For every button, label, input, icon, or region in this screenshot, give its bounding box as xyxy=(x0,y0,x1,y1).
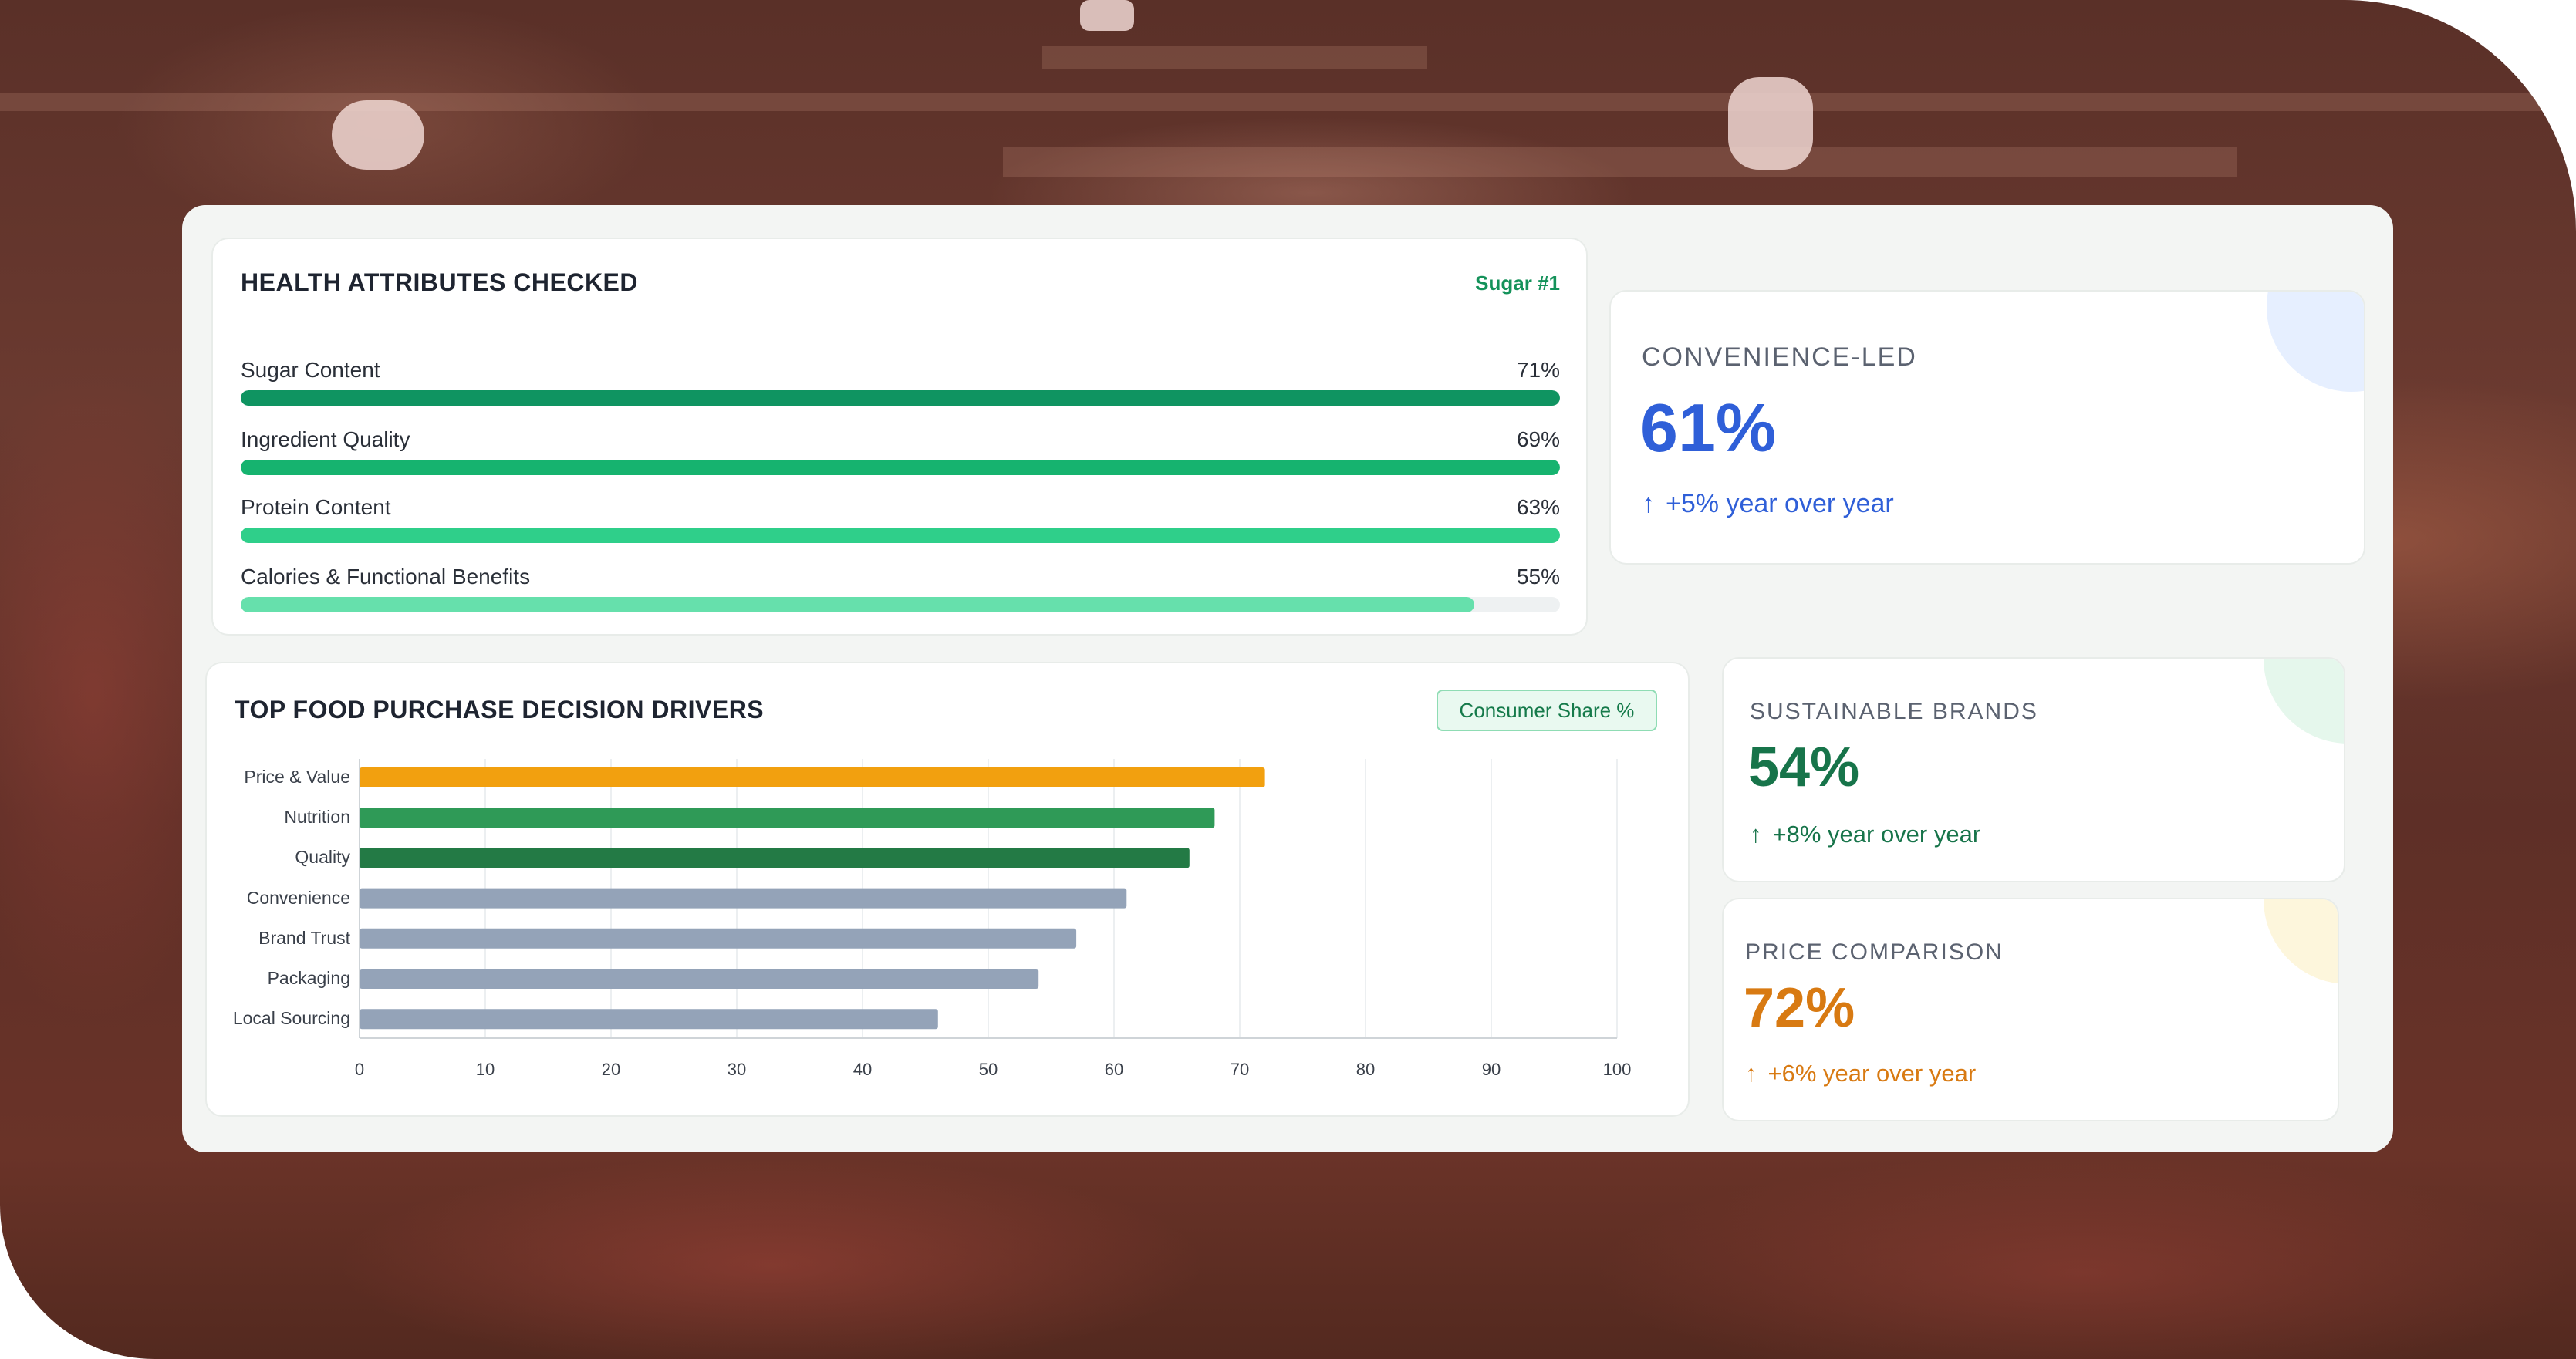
x-tick-label: 10 xyxy=(475,1060,495,1079)
health-attribute-value: 69% xyxy=(1516,427,1560,451)
health-attribute-bar-track xyxy=(241,597,1560,612)
category-label: Price & Value xyxy=(244,767,350,787)
health-attributes-title: HEALTH ATTRIBUTES CHECKED xyxy=(241,268,638,296)
health-attribute-label: Ingredient Quality xyxy=(241,427,410,451)
bar xyxy=(360,888,1127,909)
category-label: Nutrition xyxy=(284,807,350,828)
health-attribute-bar-fill xyxy=(241,390,1560,406)
x-tick-label: 80 xyxy=(1356,1060,1376,1079)
stat-change: ↑ +6% year over year xyxy=(1745,1060,1977,1087)
health-attribute-label: Sugar Content xyxy=(241,358,380,382)
health-attribute-bar-fill xyxy=(241,528,1560,543)
bar xyxy=(360,767,1265,787)
decorative-blob xyxy=(2264,899,2338,984)
health-attributes-card: HEALTH ATTRIBUTES CHECKED Sugar #1 Sugar… xyxy=(211,238,1588,636)
health-attribute-bar-fill xyxy=(241,597,1474,612)
x-tick-label: 50 xyxy=(978,1060,998,1079)
decorative-blob xyxy=(2264,659,2344,744)
bar xyxy=(360,969,1039,989)
bar xyxy=(360,928,1077,949)
sustainable-stat-card: SUSTAINABLE BRANDS 54% ↑ +8% year over ye… xyxy=(1722,657,2345,882)
stat-change: ↑ +5% year over year xyxy=(1642,489,1894,518)
bar xyxy=(360,1009,938,1030)
health-attribute-value: 55% xyxy=(1516,565,1560,588)
up-arrow-icon: ↑ xyxy=(1750,821,1762,848)
health-attribute-bar-track xyxy=(241,528,1560,543)
decorative-blob xyxy=(2267,292,2364,392)
x-tick-label: 60 xyxy=(1104,1060,1124,1079)
x-tick-label: 40 xyxy=(852,1060,873,1079)
stat-label: CONVENIENCE-LED xyxy=(1642,342,1917,372)
x-tick-label: 100 xyxy=(1602,1060,1632,1079)
price-comparison-stat-card: PRICE COMPARISON 72% ↑ +6% year over year xyxy=(1722,898,2339,1121)
chart-title: TOP FOOD PURCHASE DECISION DRIVERS xyxy=(235,696,765,723)
convenience-stat-card: CONVENIENCE-LED 61% ↑ +5% year over year xyxy=(1609,290,2365,565)
category-label: Brand Trust xyxy=(258,927,350,948)
category-label: Quality xyxy=(295,847,350,868)
x-tick-label: 20 xyxy=(601,1060,621,1079)
x-tick-label: 0 xyxy=(354,1060,365,1079)
x-tick-label: 70 xyxy=(1230,1060,1250,1079)
category-label: Local Sourcing xyxy=(232,1008,350,1029)
health-attribute-value: 71% xyxy=(1516,358,1560,382)
purchase-drivers-chart xyxy=(359,759,1618,1039)
stat-label: PRICE COMPARISON xyxy=(1745,939,2004,965)
health-attribute-value: 63% xyxy=(1516,495,1560,519)
category-label: Convenience xyxy=(246,887,350,908)
up-arrow-icon: ↑ xyxy=(1642,489,1655,518)
top-attribute-tag: Sugar #1 xyxy=(1475,271,1560,295)
health-attribute-bar-track xyxy=(241,390,1560,406)
bar xyxy=(360,808,1215,828)
bar xyxy=(360,848,1190,868)
category-label: Packaging xyxy=(267,968,350,988)
stat-value: 54% xyxy=(1748,737,1860,798)
stat-change: ↑ +8% year over year xyxy=(1750,821,1981,848)
up-arrow-icon: ↑ xyxy=(1745,1060,1757,1087)
x-tick-label: 30 xyxy=(727,1060,747,1079)
stat-label: SUSTAINABLE BRANDS xyxy=(1750,699,2038,724)
health-attribute-bar-track xyxy=(241,460,1560,475)
health-attribute-label: Protein Content xyxy=(241,495,391,519)
health-attribute-label: Calories & Functional Benefits xyxy=(241,565,531,588)
dashboard-panel: HEALTH ATTRIBUTES CHECKED Sugar #1 Sugar… xyxy=(182,205,2393,1152)
health-attribute-bar-fill xyxy=(241,460,1560,475)
stat-value: 61% xyxy=(1640,389,1777,466)
stat-value: 72% xyxy=(1744,977,1855,1039)
chart-legend-badge: Consumer Share % xyxy=(1437,690,1657,731)
x-tick-label: 90 xyxy=(1481,1060,1501,1079)
